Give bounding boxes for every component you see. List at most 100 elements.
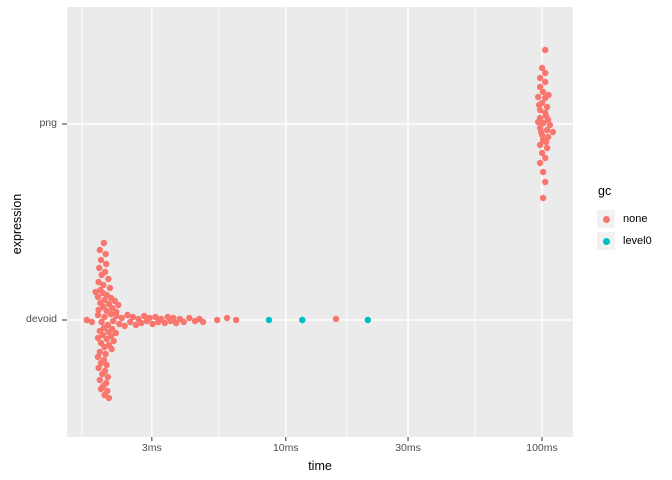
x-tick-label: 10ms	[272, 442, 299, 454]
data-point-none	[536, 83, 544, 91]
data-point-none	[539, 194, 547, 202]
data-point-none	[97, 359, 105, 367]
x-tick-label: 100ms	[526, 442, 558, 454]
data-point-none	[539, 88, 547, 96]
data-point-none	[99, 331, 107, 339]
data-point-none	[103, 361, 110, 369]
data-point-none	[544, 133, 552, 141]
data-point-none	[113, 312, 120, 320]
data-point-none	[538, 149, 546, 157]
legend: gc none level0	[597, 184, 652, 254]
data-point-none	[121, 322, 128, 330]
data-point-none	[536, 74, 544, 82]
data-point-none	[538, 131, 546, 139]
data-point-none	[96, 246, 104, 254]
legend-label: level0	[623, 235, 652, 247]
data-point-none	[102, 250, 109, 258]
data-point-none	[544, 116, 552, 124]
data-point-none	[149, 320, 156, 328]
data-point-none	[96, 264, 103, 272]
data-point-none	[180, 318, 187, 326]
legend-items: none level0	[597, 210, 652, 250]
data-point-none	[129, 313, 137, 321]
data-point-none	[161, 319, 168, 327]
data-point-level0	[299, 316, 306, 324]
legend-key	[597, 210, 615, 228]
legend-point-icon	[602, 237, 610, 245]
x-tick-label: 30ms	[395, 442, 421, 454]
data-point-none	[538, 64, 546, 72]
data-point-none	[132, 321, 140, 329]
data-point-none	[95, 364, 102, 372]
data-point-none	[101, 313, 108, 321]
data-point-none	[98, 271, 105, 279]
data-point-none	[542, 78, 549, 86]
data-point-none	[549, 128, 557, 136]
y-tick-label: png	[39, 117, 57, 129]
data-point-none	[214, 316, 221, 324]
data-point-none	[124, 311, 131, 319]
legend-point-icon	[602, 215, 610, 223]
data-point-none	[543, 144, 551, 152]
data-point-level0	[364, 316, 371, 324]
data-point-none	[106, 284, 114, 292]
legend-item-level0: level0	[597, 232, 652, 250]
data-point-none	[102, 350, 109, 358]
plot-panel	[67, 7, 573, 437]
y-tick-label: devoid	[26, 313, 57, 325]
data-point-none	[543, 103, 551, 111]
data-point-none	[110, 317, 117, 325]
data-point-none	[103, 260, 110, 268]
legend-title: gc	[598, 184, 612, 198]
data-point-none	[543, 126, 551, 134]
data-point-none	[141, 312, 148, 320]
data-point-none	[108, 345, 115, 353]
data-point-none	[99, 370, 106, 378]
data-point-none	[138, 319, 145, 327]
data-point-none	[103, 335, 110, 343]
data-point-none	[109, 304, 116, 312]
data-point-none	[105, 275, 112, 283]
data-point-none	[100, 281, 107, 289]
data-point-none	[116, 320, 123, 328]
data-point-none	[100, 239, 108, 247]
data-point-none	[535, 118, 542, 126]
data-point-none	[152, 313, 159, 321]
data-point-none	[83, 316, 90, 324]
data-point-none	[223, 314, 231, 322]
legend-item-none: none	[597, 210, 652, 228]
data-point-none	[92, 288, 99, 296]
data-point-none	[546, 121, 554, 129]
data-point-none	[96, 348, 104, 356]
data-point-none	[94, 311, 102, 319]
data-point-none	[94, 353, 102, 361]
x-tick-label: 3ms	[141, 442, 162, 454]
data-point-none	[146, 314, 153, 322]
data-point-none	[542, 138, 550, 146]
data-point-none	[96, 376, 104, 384]
data-point-none	[127, 318, 134, 326]
data-point-none	[542, 46, 549, 54]
data-point-none	[172, 319, 180, 327]
legend-label: none	[623, 213, 648, 225]
data-point-none	[88, 318, 96, 326]
data-point-none	[539, 168, 547, 176]
data-point-none	[232, 316, 240, 324]
data-point-none	[542, 178, 549, 186]
data-point-none	[536, 106, 544, 114]
data-point-none	[542, 154, 549, 162]
data-point-none	[107, 310, 114, 318]
data-point-none	[170, 314, 177, 322]
data-point-none	[101, 343, 108, 351]
data-point-none	[539, 119, 547, 127]
data-point-none	[535, 93, 542, 101]
data-point-none	[95, 306, 102, 314]
data-point-none	[97, 256, 105, 264]
data-point-none	[199, 318, 207, 326]
data-point-none	[95, 278, 102, 286]
data-point-none	[542, 94, 549, 102]
data-point-level0	[265, 316, 273, 324]
data-point-none	[536, 141, 544, 149]
